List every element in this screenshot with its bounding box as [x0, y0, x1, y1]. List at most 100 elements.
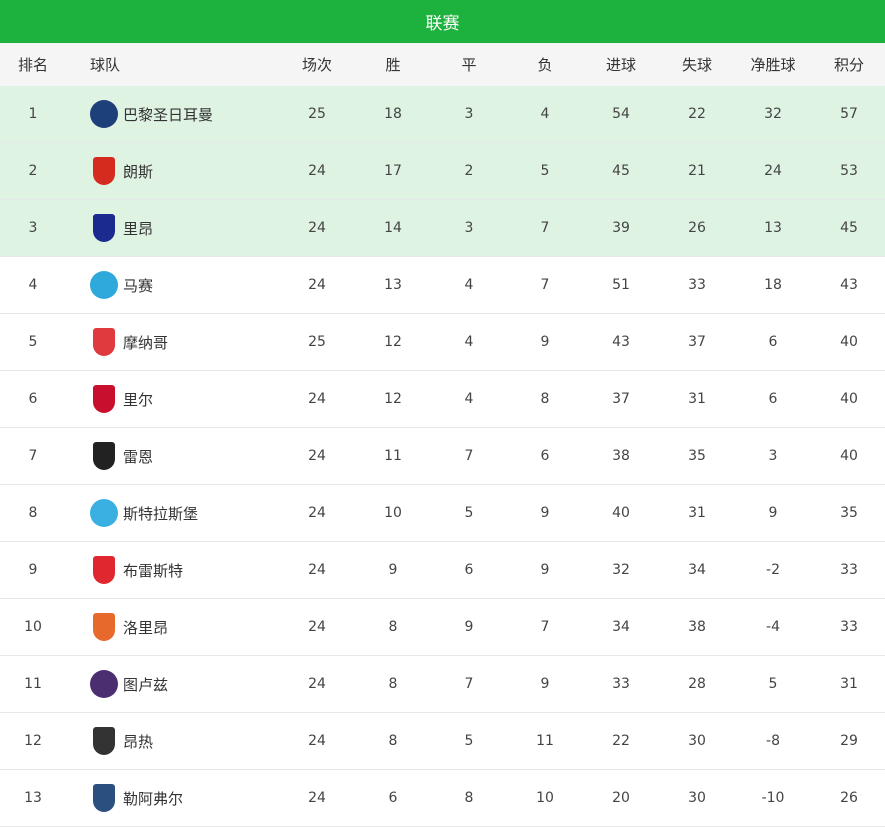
played-cell: 25: [308, 106, 326, 122]
goals-for-cell: 51: [612, 277, 630, 293]
won-cell: 11: [384, 448, 402, 464]
won-cell: 8: [388, 619, 398, 635]
rank-cell: 10: [24, 619, 42, 635]
goals-for-cell: 32: [612, 562, 630, 578]
team-cell[interactable]: 里尔: [90, 385, 153, 413]
rank-cell: 13: [24, 790, 42, 806]
team-cell[interactable]: 马赛: [90, 271, 153, 299]
lost-cell: 7: [540, 619, 550, 635]
rank-cell: 4: [28, 277, 38, 293]
lyon-crest-icon: [93, 214, 115, 242]
won-cell: 17: [384, 163, 402, 179]
lost-cell: 9: [540, 505, 550, 521]
column-header-won: 胜: [385, 56, 401, 74]
table-row[interactable]: 9 布雷斯特 24 9 6 9 32 34 -2 33: [0, 542, 885, 599]
goal-difference-cell: 6: [768, 391, 778, 407]
goals-for-cell: 37: [612, 391, 630, 407]
table-row[interactable]: 11 图卢兹 24 8 7 9 33 28 5 31: [0, 656, 885, 713]
table-row[interactable]: 10 洛里昂 24 8 9 7 34 38 -4 33: [0, 599, 885, 656]
team-name: 勒阿弗尔: [123, 789, 184, 808]
team-name: 里尔: [123, 390, 154, 409]
team-cell[interactable]: 洛里昂: [90, 613, 168, 641]
team-cell[interactable]: 斯特拉斯堡: [90, 499, 198, 527]
won-cell: 12: [384, 334, 402, 350]
played-cell: 25: [308, 334, 326, 350]
table-row[interactable]: 8 斯特拉斯堡 24 10 5 9 40 31 9 35: [0, 485, 885, 542]
goals-against-cell: 33: [688, 277, 706, 293]
column-header-played: 场次: [301, 56, 333, 74]
lost-cell: 4: [540, 106, 550, 122]
table-row[interactable]: 5 摩纳哥 25 12 4 9 43 37 6 40: [0, 314, 885, 371]
points-cell: 40: [840, 448, 858, 464]
won-cell: 12: [384, 391, 402, 407]
points-cell: 33: [840, 562, 858, 578]
table-row[interactable]: 2 朗斯 24 17 2 5 45 21 24 53: [0, 143, 885, 200]
rank-cell: 11: [24, 676, 42, 692]
won-cell: 6: [388, 790, 398, 806]
goal-difference-cell: 9: [768, 505, 778, 521]
table-header: 排名 球队 场次 胜 平 负 进球 失球 净胜球 积分: [0, 43, 885, 86]
team-cell[interactable]: 里昂: [90, 214, 153, 242]
points-cell: 53: [840, 163, 858, 179]
goals-for-cell: 43: [612, 334, 630, 350]
rank-cell: 2: [28, 163, 38, 179]
lost-cell: 7: [540, 220, 550, 236]
psg-crest-icon: [90, 100, 118, 128]
lost-cell: 9: [540, 676, 550, 692]
goals-against-cell: 21: [688, 163, 706, 179]
team-name: 斯特拉斯堡: [123, 504, 199, 523]
team-cell[interactable]: 勒阿弗尔: [90, 784, 183, 812]
team-cell[interactable]: 雷恩: [90, 442, 153, 470]
goal-difference-cell: -2: [766, 562, 780, 578]
goals-for-cell: 54: [612, 106, 630, 122]
team-name: 布雷斯特: [123, 561, 184, 580]
played-cell: 24: [308, 163, 326, 179]
played-cell: 24: [308, 277, 326, 293]
drawn-cell: 9: [464, 619, 474, 635]
strasbourg-crest-icon: [90, 499, 118, 527]
table-row[interactable]: 6 里尔 24 12 4 8 37 31 6 40: [0, 371, 885, 428]
points-cell: 40: [840, 391, 858, 407]
goals-against-cell: 28: [688, 676, 706, 692]
goals-against-cell: 37: [688, 334, 706, 350]
drawn-cell: 5: [464, 505, 474, 521]
column-header-goals-against: 失球: [681, 56, 713, 74]
played-cell: 24: [308, 790, 326, 806]
rank-cell: 9: [28, 562, 38, 578]
points-cell: 57: [840, 106, 858, 122]
toulouse-crest-icon: [90, 670, 118, 698]
rennes-crest-icon: [93, 442, 115, 470]
goals-for-cell: 20: [612, 790, 630, 806]
goals-for-cell: 40: [612, 505, 630, 521]
goals-against-cell: 30: [688, 733, 706, 749]
drawn-cell: 7: [464, 448, 474, 464]
marseille-crest-icon: [90, 271, 118, 299]
won-cell: 8: [388, 676, 398, 692]
team-cell[interactable]: 图卢兹: [90, 670, 168, 698]
goal-difference-cell: 18: [764, 277, 782, 293]
table-row[interactable]: 4 马赛 24 13 4 7 51 33 18 43: [0, 257, 885, 314]
team-cell[interactable]: 朗斯: [90, 157, 153, 185]
lost-cell: 9: [540, 334, 550, 350]
table-row[interactable]: 12 昂热 24 8 5 11 22 30 -8 29: [0, 713, 885, 770]
lille-crest-icon: [93, 385, 115, 413]
team-cell[interactable]: 昂热: [90, 727, 153, 755]
points-cell: 26: [840, 790, 858, 806]
played-cell: 24: [308, 448, 326, 464]
table-row[interactable]: 7 雷恩 24 11 7 6 38 35 3 40: [0, 428, 885, 485]
won-cell: 8: [388, 733, 398, 749]
goal-difference-cell: 5: [768, 676, 778, 692]
points-cell: 35: [840, 505, 858, 521]
table-row[interactable]: 13 勒阿弗尔 24 6 8 10 20 30 -10 26: [0, 770, 885, 827]
table-row[interactable]: 1 巴黎圣日耳曼 25 18 3 4 54 22 32 57: [0, 86, 885, 143]
team-cell[interactable]: 布雷斯特: [90, 556, 183, 584]
goal-difference-cell: 3: [768, 448, 778, 464]
rank-cell: 3: [28, 220, 38, 236]
goal-difference-cell: 13: [764, 220, 782, 236]
team-cell[interactable]: 摩纳哥: [90, 328, 168, 356]
goals-against-cell: 31: [688, 505, 706, 521]
played-cell: 24: [308, 562, 326, 578]
table-row[interactable]: 3 里昂 24 14 3 7 39 26 13 45: [0, 200, 885, 257]
points-cell: 31: [840, 676, 858, 692]
team-cell[interactable]: 巴黎圣日耳曼: [90, 100, 213, 128]
